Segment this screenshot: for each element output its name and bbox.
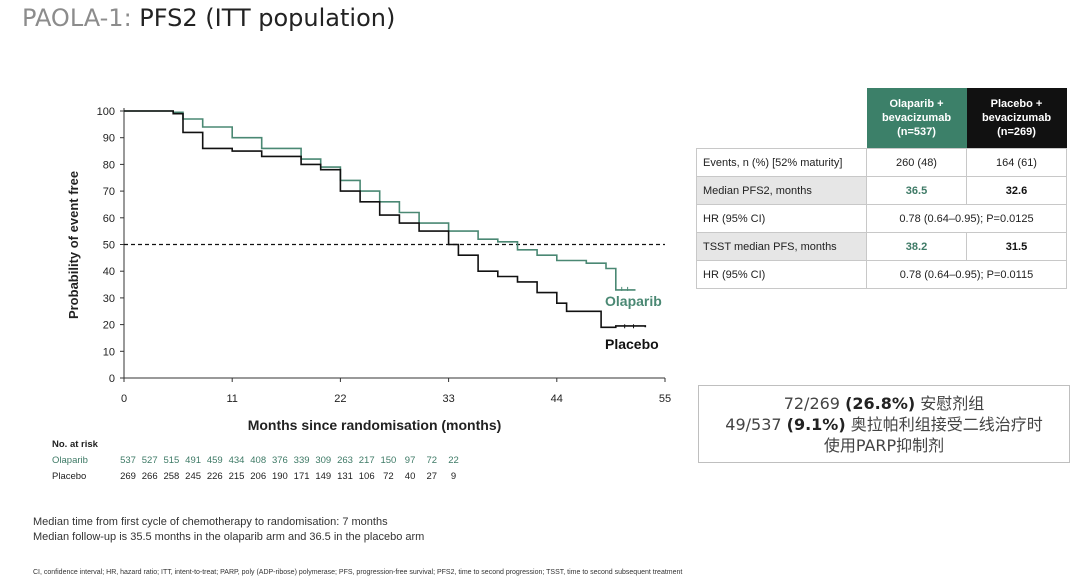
y-tick-label: 40: [103, 266, 115, 278]
note-box-line: 49/537 (9.1%) 奥拉帕利组接受二线治疗时: [725, 415, 1043, 434]
risk-count-olaparib: 309: [315, 455, 332, 466]
table-row: HR (95% CI) 0.78 (0.64–0.95); P=0.0125: [696, 204, 1067, 233]
row-label: HR (95% CI): [696, 260, 867, 289]
risk-count-olaparib: 537: [120, 455, 136, 466]
risk-count-placebo: 245: [185, 471, 202, 482]
y-tick-label: 20: [103, 320, 115, 332]
x-tick-label: 0: [121, 393, 127, 405]
series-label-olaparib: Olaparib: [605, 293, 662, 309]
risk-count-olaparib: 434: [228, 455, 245, 466]
risk-header: No. at risk: [52, 439, 98, 450]
risk-count-placebo: 215: [228, 471, 245, 482]
risk-count-placebo: 171: [293, 471, 310, 482]
risk-count-olaparib: 376: [271, 455, 288, 466]
y-tick-label: 0: [109, 373, 115, 385]
table-header-row: Olaparib + bevacizumab (n=537) Placebo + be…: [696, 88, 1067, 149]
risk-count-olaparib: 263: [337, 455, 353, 466]
column-header-placebo: Placebo + bevacizumab (n=269): [966, 88, 1067, 149]
slide-title: PAOLA-1: PFS2 (ITT population): [22, 4, 395, 32]
title-prefix: PAOLA-1:: [22, 4, 132, 32]
risk-count-placebo: 149: [315, 471, 332, 482]
risk-count-olaparib: 408: [250, 455, 267, 466]
y-tick-label: 50: [103, 240, 115, 252]
note-line: Median time from first cycle of chemothe…: [33, 516, 388, 528]
row-label: TSST median PFS, months: [696, 232, 867, 261]
risk-count-olaparib: 97: [404, 455, 416, 466]
risk-count-olaparib: 72: [426, 455, 438, 466]
risk-count-olaparib: 150: [380, 455, 397, 466]
risk-count-placebo: 72: [383, 471, 394, 482]
table-row: HR (95% CI) 0.78 (0.64–0.95); P=0.0115: [696, 260, 1067, 289]
risk-label-olaparib: Olaparib: [52, 455, 88, 466]
risk-count-olaparib: 459: [206, 455, 223, 466]
crossover-note-box: 72/269 (26.8%) 安慰剂组 49/537 (9.1%) 奥拉帕利组接…: [698, 385, 1070, 463]
risk-count-placebo: 40: [404, 471, 416, 482]
risk-count-placebo: 266: [141, 471, 158, 482]
cell-placebo: 164 (61): [966, 148, 1067, 177]
y-axis-label: Probability of event free: [66, 171, 81, 319]
km-chart: 0 10 20 30 40 50 60 70 80 90 100 0 11 22 33 44 55 Months …: [66, 106, 671, 433]
y-tick-label: 90: [103, 133, 115, 145]
results-table: Olaparib + bevacizumab (n=537) Placebo + be…: [696, 88, 1067, 289]
column-header-olaparib: Olaparib + bevacizumab (n=537): [866, 88, 967, 149]
note-box-line: 使用PARP抑制剂: [823, 436, 945, 455]
footnote: CI, confidence interval; HR, hazard rati…: [33, 569, 683, 576]
risk-count-olaparib: 339: [293, 455, 310, 466]
risk-count-olaparib: 515: [163, 455, 180, 466]
risk-count-placebo: 206: [250, 471, 267, 482]
note-box-line: 72/269 (26.8%) 安慰剂组: [783, 394, 985, 413]
km-curve-olaparib: [124, 110, 636, 291]
x-tick-label: 22: [334, 393, 346, 405]
row-label: Median PFS2, months: [696, 176, 867, 205]
row-label: Events, n (%) [52% maturity]: [696, 148, 867, 177]
cell-placebo: 32.6: [966, 176, 1067, 205]
notes: Median time from first cycle of chemothe…: [33, 515, 424, 545]
y-tick-label: 100: [97, 106, 115, 118]
y-tick-label: 80: [103, 159, 115, 171]
x-axis-label: Months since randomisation (months): [248, 417, 502, 433]
cell-merged: 0.78 (0.64–0.95); P=0.0115: [866, 260, 1067, 289]
y-tick-label: 30: [103, 293, 115, 305]
risk-count-placebo: 27: [426, 471, 438, 482]
table-row: Median PFS2, months 36.5 32.6: [696, 176, 1067, 205]
cell-olaparib: 38.2: [866, 232, 967, 261]
x-tick-label: 55: [659, 393, 671, 405]
risk-count-placebo: 258: [163, 471, 180, 482]
y-tick-label: 60: [103, 213, 115, 225]
table-row: TSST median PFS, months 38.2 31.5: [696, 232, 1067, 261]
title-main: PFS2 (ITT population): [139, 4, 396, 32]
x-tick-label: 11: [226, 393, 237, 405]
y-tick-label: 70: [103, 186, 115, 198]
note-line: Median follow-up is 35.5 months in the o…: [33, 531, 425, 543]
series-label-placebo: Placebo: [605, 336, 659, 352]
risk-count-olaparib: 527: [141, 455, 158, 466]
x-tick-label: 33: [442, 393, 454, 405]
table-corner: [696, 88, 867, 149]
cell-merged: 0.78 (0.64–0.95); P=0.0125: [866, 204, 1067, 233]
risk-count-placebo: 9: [450, 471, 457, 482]
risk-label-placebo: Placebo: [52, 471, 87, 482]
risk-count-olaparib: 217: [358, 455, 375, 466]
km-curve-placebo: [124, 110, 647, 329]
risk-count-placebo: 131: [337, 471, 353, 482]
risk-count-placebo: 106: [358, 471, 375, 482]
y-tick-label: 10: [103, 346, 115, 358]
row-label: HR (95% CI): [696, 204, 867, 233]
cell-olaparib: 260 (48): [866, 148, 967, 177]
risk-count-placebo: 226: [206, 471, 223, 482]
risk-count-olaparib: 22: [448, 455, 459, 466]
risk-count-placebo: 190: [271, 471, 288, 482]
x-tick-label: 44: [551, 393, 563, 405]
risk-count-placebo: 269: [120, 471, 136, 482]
cell-placebo: 31.5: [966, 232, 1067, 261]
risk-count-olaparib: 491: [185, 455, 202, 466]
cell-olaparib: 36.5: [866, 176, 967, 205]
table-row: Events, n (%) [52% maturity] 260 (48) 16…: [696, 148, 1067, 177]
